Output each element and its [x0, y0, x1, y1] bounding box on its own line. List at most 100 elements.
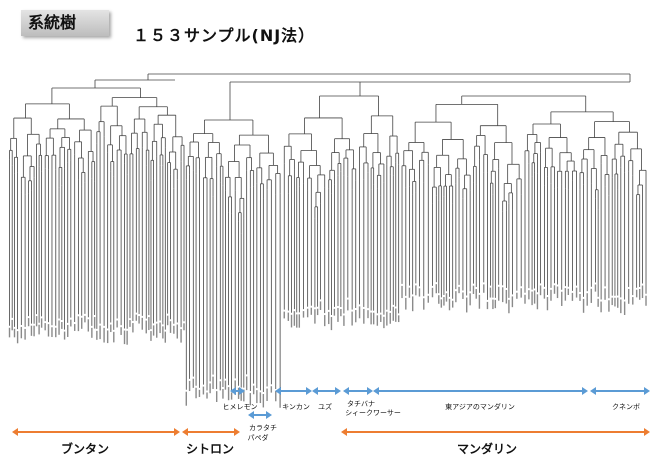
yuzu-label: ユズ	[318, 402, 332, 411]
leaf-label-mark	[556, 286, 559, 299]
leaf-label-mark	[35, 316, 38, 327]
leaf-label-mark	[103, 327, 105, 343]
leaf-label-mark	[135, 314, 138, 321]
leaf-label-mark	[343, 315, 345, 326]
leaf-label-mark	[617, 297, 619, 308]
leaf-label-mark	[8, 327, 11, 338]
leaf-label-mark	[206, 392, 208, 399]
leaf-label-mark	[623, 301, 626, 315]
leaf-label-mark	[427, 295, 429, 303]
leaf-label-mark	[395, 308, 397, 322]
leaf-label-mark	[337, 308, 339, 322]
leaf-label-mark	[252, 385, 255, 395]
leaf-label-mark	[380, 314, 382, 322]
leaf-label-mark	[415, 285, 417, 296]
leaf-label-mark	[96, 330, 98, 340]
leaf-label-mark	[148, 317, 150, 331]
leaf-label-mark	[347, 299, 349, 311]
leaf-label-mark	[486, 301, 489, 310]
leaf-label-mark	[20, 326, 23, 339]
leaf-label-mark	[451, 300, 454, 308]
leaf-label-mark	[408, 287, 411, 298]
leaf-label-mark	[44, 323, 46, 331]
leaf-label-mark	[472, 285, 475, 294]
leaf-label-mark	[376, 315, 379, 326]
leaf-label-mark	[67, 324, 69, 337]
kunenbo-label: クネンボ	[612, 403, 640, 411]
leaf-label-mark	[443, 297, 445, 306]
leaf-label-mark	[302, 311, 305, 318]
leaf-label-mark	[212, 376, 214, 389]
leaf-label-mark	[152, 325, 155, 336]
leaf-label-mark	[431, 287, 434, 298]
leaf-label-mark	[435, 284, 438, 294]
mandarin-range-arrow	[341, 428, 650, 436]
leaf-label-mark	[126, 330, 128, 345]
leaf-label-mark	[198, 389, 201, 397]
leaf-label-mark	[597, 298, 599, 307]
leaf-label-mark	[531, 291, 533, 306]
leaf-label-mark	[290, 314, 293, 328]
leaf-label-mark	[567, 288, 570, 295]
leaf-label-mark	[169, 321, 172, 333]
leaf-label-mark	[279, 393, 281, 408]
leaf-label-mark	[319, 301, 322, 310]
leaf-label-mark	[571, 292, 574, 301]
leaf-label-mark	[129, 320, 131, 327]
tree-branches	[8, 73, 647, 408]
leaf-label-mark	[645, 295, 647, 306]
leaf-label-mark	[455, 291, 457, 303]
leaf-label-mark	[524, 294, 526, 304]
leaf-label-mark	[298, 314, 301, 328]
leaf-label-mark	[63, 331, 66, 340]
leaf-label-mark	[219, 381, 222, 391]
leaf-label-mark	[386, 311, 388, 326]
leaf-label-mark	[632, 297, 634, 305]
leaf-label-mark	[27, 318, 30, 327]
leaf-label-mark	[448, 298, 451, 311]
leaf-label-mark	[224, 380, 227, 390]
leaf-label-mark	[164, 331, 166, 343]
leaf-label-mark	[533, 290, 536, 304]
leaf-label-mark	[77, 316, 80, 332]
leaf-label-mark	[296, 314, 298, 328]
leaf-label-mark	[145, 320, 147, 334]
leaf-label-mark	[389, 312, 391, 324]
leaf-label-mark	[539, 285, 542, 296]
leaf-label-mark	[635, 289, 638, 298]
leaf-label-mark	[243, 389, 245, 402]
leaf-label-mark	[520, 288, 522, 298]
leaf-label-mark	[370, 312, 372, 325]
leaf-label-mark	[51, 327, 53, 338]
leaf-label-mark	[141, 317, 143, 330]
leaf-label-mark	[575, 287, 578, 298]
leaf-label-mark	[392, 306, 394, 321]
leaf-label-mark	[132, 323, 134, 333]
leaf-label-mark	[536, 294, 539, 310]
leaf-label-mark	[215, 391, 218, 402]
leaf-label-mark	[73, 324, 76, 331]
leaf-label-mark	[418, 288, 421, 297]
leaf-label-mark	[494, 299, 497, 309]
leaf-label-mark	[627, 288, 630, 304]
page-title: １５３サンプル(NJ法）	[133, 26, 316, 45]
leaf-label-mark	[590, 288, 593, 303]
leaf-label-mark	[333, 308, 336, 316]
leaf-label-mark	[579, 293, 581, 301]
leaf-label-mark	[293, 311, 296, 326]
leaf-label-mark	[462, 292, 464, 299]
leaf-label-mark	[173, 325, 175, 334]
leaf-label-mark	[546, 297, 549, 311]
yuzu-range-arrow	[312, 387, 341, 395]
leaf-label-mark	[47, 324, 50, 337]
leaf-label-mark	[306, 308, 309, 318]
leaf-label-mark	[372, 312, 375, 325]
leaf-label-mark	[586, 293, 588, 306]
leaf-label-mark	[553, 285, 556, 294]
leaf-label-mark	[469, 293, 471, 306]
leaf-label-mark	[166, 315, 169, 326]
tachibana-range-arrow	[343, 387, 373, 395]
leaf-label-mark	[383, 316, 385, 329]
leaf-label-mark	[358, 306, 361, 319]
